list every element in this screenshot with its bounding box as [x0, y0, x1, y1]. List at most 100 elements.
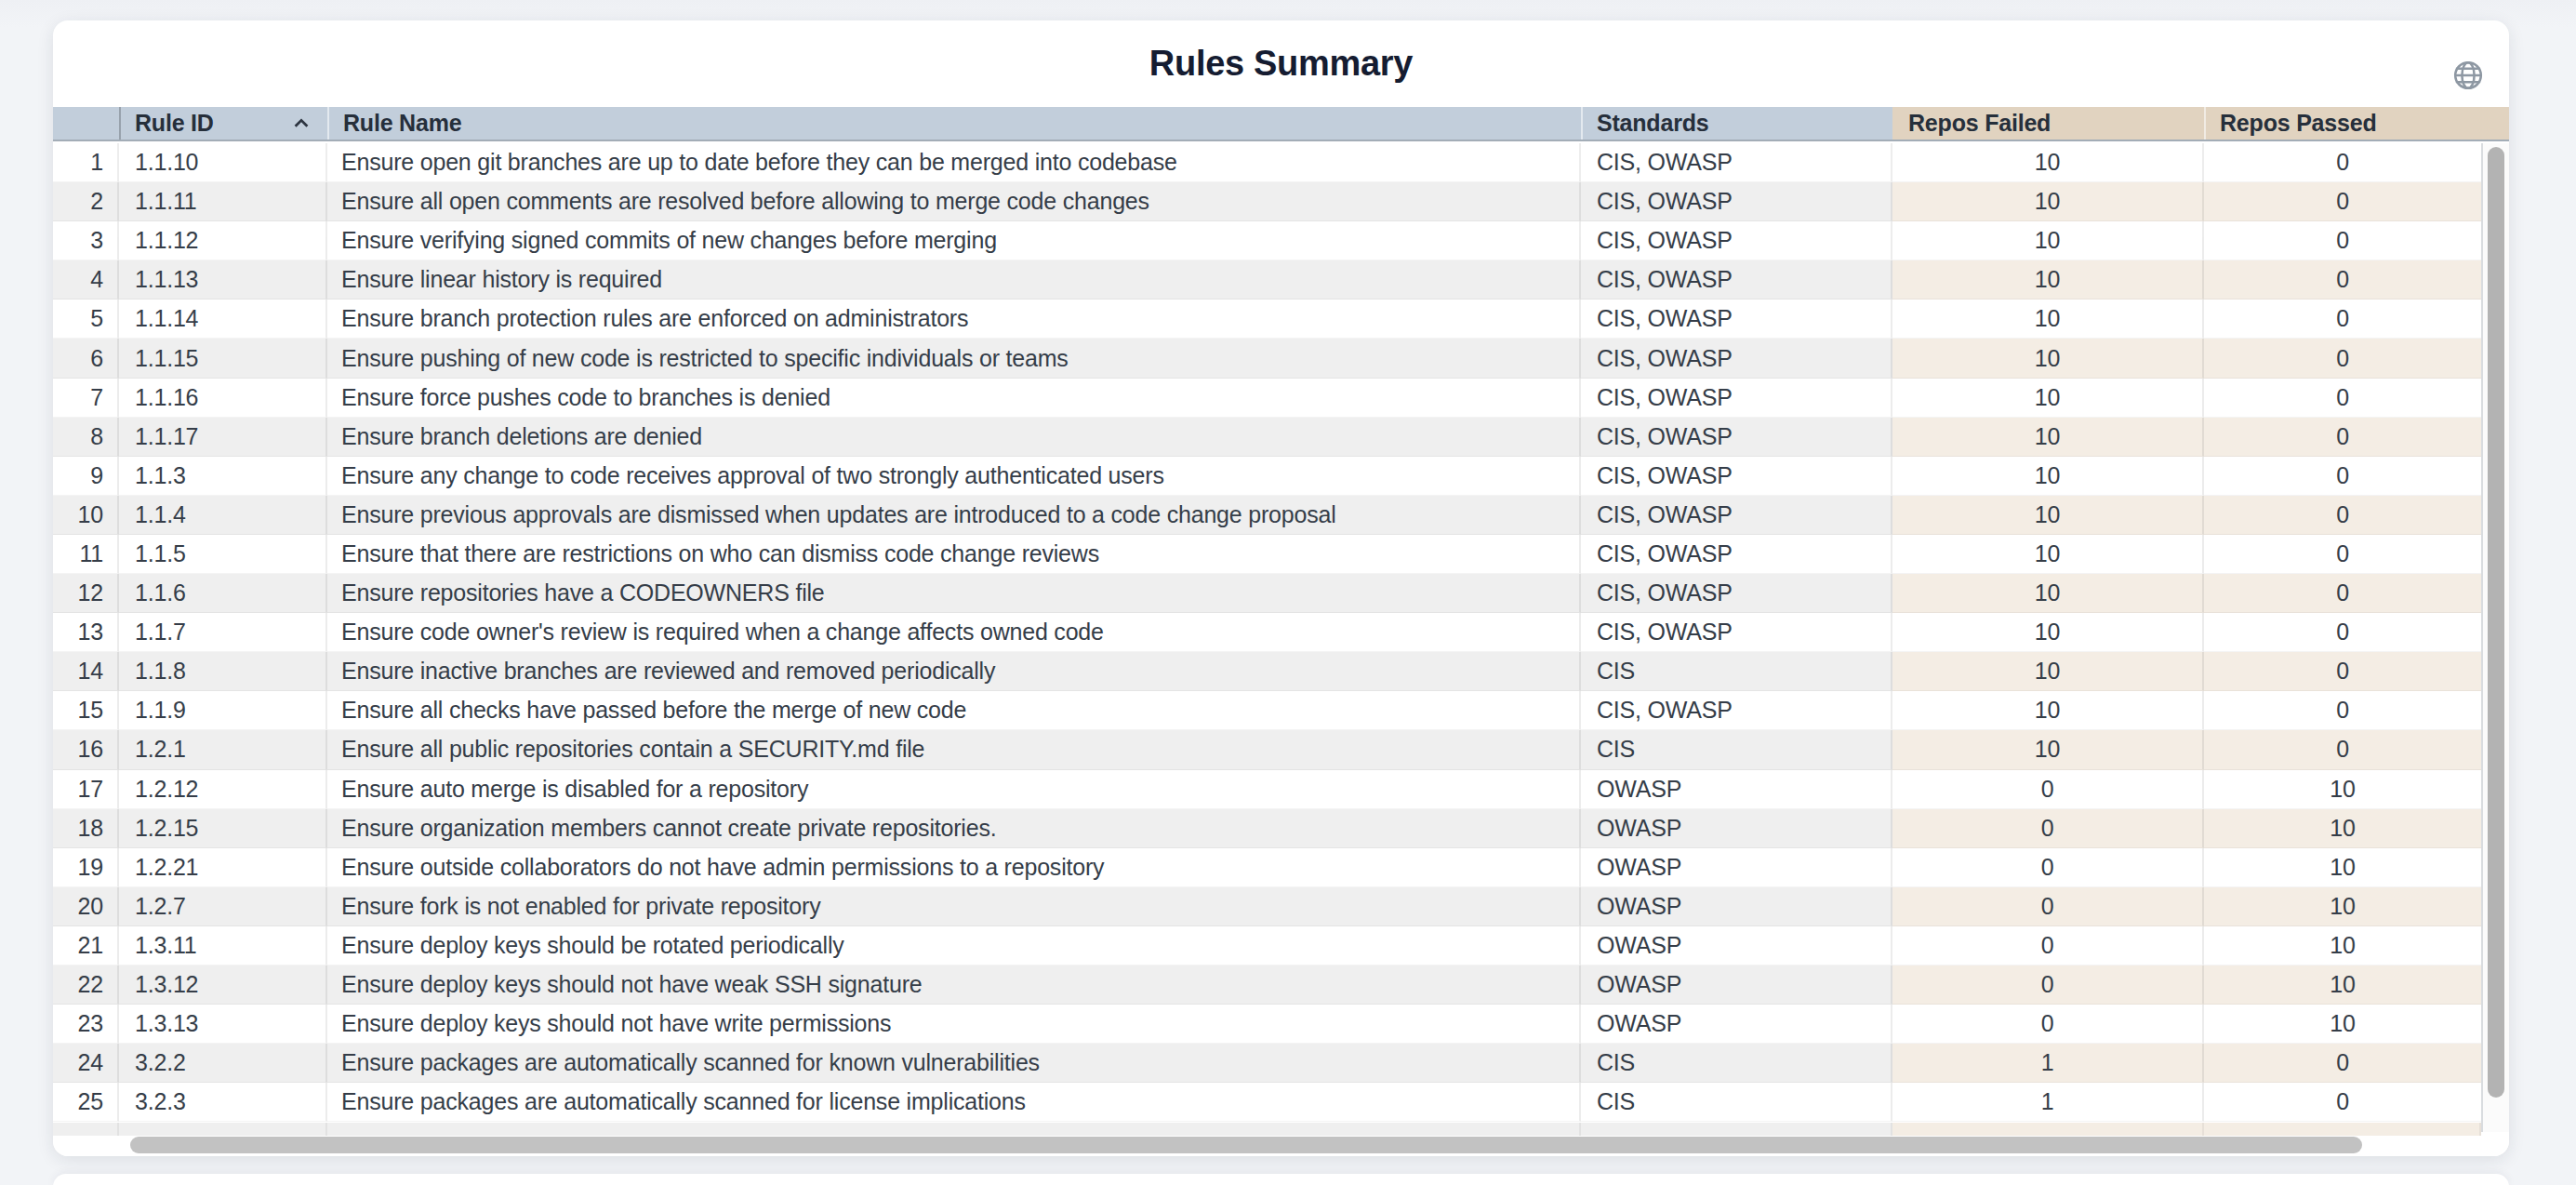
- cell-row-number: 6: [53, 339, 119, 378]
- horizontal-scrollbar-thumb[interactable]: [130, 1137, 2362, 1153]
- table-row[interactable]: 21 1.3.11 Ensure deploy keys should be r…: [53, 926, 2509, 965]
- table-row[interactable]: 12 1.1.6 Ensure repositories have a CODE…: [53, 574, 2509, 613]
- cell-standards: OWASP: [1581, 887, 1892, 926]
- horizontal-scrollbar-track[interactable]: [53, 1136, 2509, 1156]
- vertical-scrollbar-thumb[interactable]: [2488, 147, 2504, 1098]
- table-row[interactable]: 22 1.3.12 Ensure deploy keys should not …: [53, 965, 2509, 1005]
- cell-standards: CIS, OWASP: [1581, 457, 1892, 496]
- cell-repos-passed: 10: [2204, 887, 2481, 926]
- cell-rule-id: 1.1.7: [119, 613, 327, 652]
- cell-repos-passed: 0: [2204, 379, 2481, 418]
- cell-standards: CIS, OWASP: [1581, 613, 1892, 652]
- globe-icon: [2451, 59, 2485, 95]
- globe-button[interactable]: [2450, 58, 2487, 95]
- table-row[interactable]: 9 1.1.3 Ensure any change to code receiv…: [53, 457, 2509, 496]
- column-header-rule-id[interactable]: Rule ID: [119, 107, 327, 140]
- cell-rule-id: 3.2.2: [119, 1044, 327, 1083]
- table-row[interactable]: 23 1.3.13 Ensure deploy keys should not …: [53, 1005, 2509, 1044]
- cell-rule-name: Ensure branch deletions are denied: [327, 418, 1581, 457]
- cell-standards: CIS: [1581, 730, 1892, 769]
- cell-rule-name: Ensure outside collaborators do not have…: [327, 848, 1581, 887]
- cell-standards: OWASP: [1581, 809, 1892, 848]
- cell-repos-failed: 10: [1892, 730, 2204, 769]
- cell-repos-failed: 1: [1892, 1083, 2204, 1122]
- table-row[interactable]: 3 1.1.12 Ensure verifying signed commits…: [53, 221, 2509, 260]
- chevron-up-icon[interactable]: [290, 113, 312, 135]
- column-header-scroll-gutter: [2481, 107, 2509, 140]
- table-row[interactable]: 24 3.2.2 Ensure packages are automatical…: [53, 1044, 2509, 1083]
- cell-row-number: 9: [53, 457, 119, 496]
- cell-row-number: 13: [53, 613, 119, 652]
- cell-row-number: 1: [53, 143, 119, 182]
- column-header-rule-name[interactable]: Rule Name: [327, 107, 1581, 140]
- table-row[interactable]: 15 1.1.9 Ensure all checks have passed b…: [53, 691, 2509, 730]
- table-row[interactable]: 14 1.1.8 Ensure inactive branches are re…: [53, 652, 2509, 691]
- table-row[interactable]: 20 1.2.7 Ensure fork is not enabled for …: [53, 887, 2509, 926]
- table-row[interactable]: 13 1.1.7 Ensure code owner's review is r…: [53, 613, 2509, 652]
- cell-row-number: 14: [53, 652, 119, 691]
- cell-repos-failed: 0: [1892, 887, 2204, 926]
- cell-row-number: 12: [53, 574, 119, 613]
- cell-rule-id: 1.1.17: [119, 418, 327, 457]
- table-row[interactable]: 17 1.2.12 Ensure auto merge is disabled …: [53, 770, 2509, 809]
- cell-standards: CIS: [1581, 1044, 1892, 1083]
- cell-repos-failed: 10: [1892, 260, 2204, 300]
- table-row[interactable]: 5 1.1.14 Ensure branch protection rules …: [53, 300, 2509, 339]
- cell-row-number: 17: [53, 770, 119, 809]
- cell-repos-failed: 10: [1892, 535, 2204, 574]
- table-row[interactable]: 19 1.2.21 Ensure outside collaborators d…: [53, 848, 2509, 887]
- cell-standards: CIS, OWASP: [1581, 182, 1892, 221]
- cell-rule-name: Ensure deploy keys should not have write…: [327, 1005, 1581, 1044]
- cell-rule-id: 1.1.16: [119, 379, 327, 418]
- cell-rule-name: Ensure organization members cannot creat…: [327, 809, 1581, 848]
- cell-row-number: 3: [53, 221, 119, 260]
- cell-rule-id: 1.3.11: [119, 926, 327, 965]
- partial-next-row: [53, 1123, 2509, 1136]
- cell-standards: CIS, OWASP: [1581, 691, 1892, 730]
- table-row[interactable]: 10 1.1.4 Ensure previous approvals are d…: [53, 496, 2509, 535]
- cell-rule-id: 1.1.10: [119, 143, 327, 182]
- cell-standards: CIS, OWASP: [1581, 221, 1892, 260]
- cell-repos-passed: 0: [2204, 496, 2481, 535]
- table-row[interactable]: 4 1.1.13 Ensure linear history is requir…: [53, 260, 2509, 300]
- cell-repos-passed: 10: [2204, 965, 2481, 1005]
- table-row[interactable]: 8 1.1.17 Ensure branch deletions are den…: [53, 418, 2509, 457]
- table-row[interactable]: 25 3.2.3 Ensure packages are automatical…: [53, 1083, 2509, 1122]
- table-row[interactable]: 11 1.1.5 Ensure that there are restricti…: [53, 535, 2509, 574]
- table-row[interactable]: 16 1.2.1 Ensure all public repositories …: [53, 730, 2509, 769]
- cell-repos-passed: 0: [2204, 339, 2481, 378]
- cell-rule-id: 1.1.15: [119, 339, 327, 378]
- cell-rule-name: Ensure auto merge is disabled for a repo…: [327, 770, 1581, 809]
- cell-rule-id: 3.2.3: [119, 1083, 327, 1122]
- column-label: Rule ID: [119, 110, 214, 137]
- cell-repos-failed: 0: [1892, 809, 2204, 848]
- cell-repos-passed: 0: [2204, 652, 2481, 691]
- cell-row-number: 23: [53, 1005, 119, 1044]
- cell-standards: OWASP: [1581, 965, 1892, 1005]
- column-header-row-number[interactable]: [53, 107, 119, 140]
- table-body: 1 1.1.10 Ensure open git branches are up…: [53, 143, 2509, 1123]
- cell-rule-name: Ensure previous approvals are dismissed …: [327, 496, 1581, 535]
- cell-rule-name: Ensure all open comments are resolved be…: [327, 182, 1581, 221]
- cell-rule-name: Ensure deploy keys should be rotated per…: [327, 926, 1581, 965]
- table-row[interactable]: 1 1.1.10 Ensure open git branches are up…: [53, 143, 2509, 182]
- column-header-repos-failed[interactable]: Repos Failed: [1892, 107, 2204, 140]
- column-header-standards[interactable]: Standards: [1581, 107, 1892, 140]
- cell-repos-passed: 10: [2204, 848, 2481, 887]
- table-row[interactable]: 18 1.2.15 Ensure organization members ca…: [53, 809, 2509, 848]
- cell-repos-failed: 10: [1892, 418, 2204, 457]
- cell-row-number: 20: [53, 887, 119, 926]
- table-row[interactable]: 2 1.1.11 Ensure all open comments are re…: [53, 182, 2509, 221]
- cell-rule-name: Ensure all public repositories contain a…: [327, 730, 1581, 769]
- rules-summary-card: Rules Summary Rule ID Rule Na: [53, 20, 2509, 1156]
- cell-repos-failed: 10: [1892, 691, 2204, 730]
- cell-repos-failed: 10: [1892, 221, 2204, 260]
- cell-standards: CIS, OWASP: [1581, 300, 1892, 339]
- vertical-scrollbar-track[interactable]: [2481, 143, 2509, 1132]
- cell-standards: CIS: [1581, 652, 1892, 691]
- table-row[interactable]: 7 1.1.16 Ensure force pushes code to bra…: [53, 379, 2509, 418]
- cell-repos-passed: 0: [2204, 182, 2481, 221]
- column-header-repos-passed[interactable]: Repos Passed: [2204, 107, 2481, 140]
- cell-repos-failed: 10: [1892, 574, 2204, 613]
- table-row[interactable]: 6 1.1.15 Ensure pushing of new code is r…: [53, 339, 2509, 378]
